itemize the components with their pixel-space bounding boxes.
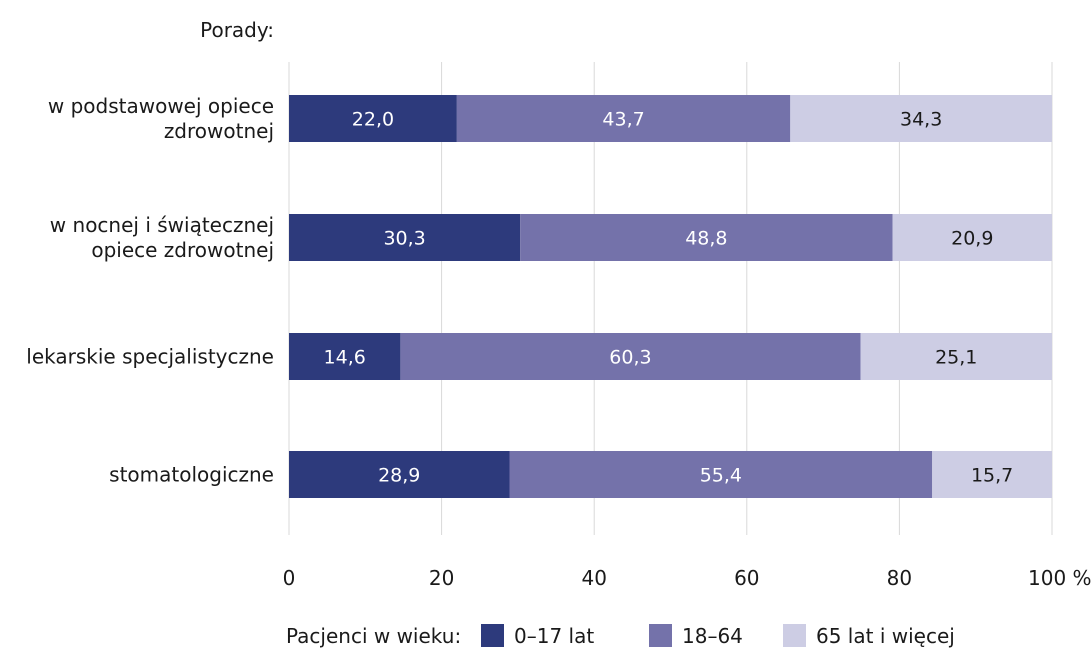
bar-3-1: [509, 451, 933, 498]
bar-2-2: [860, 333, 1052, 380]
category-label-1-1: opiece zdrowotnej: [91, 238, 274, 262]
x-tick-label-0: 0: [283, 566, 296, 590]
data-label-0-0: 22,0: [352, 109, 394, 131]
legend-title: Pacjenci w wieku:: [286, 624, 461, 648]
bar-3-0: [289, 451, 510, 498]
data-label-0-1: 43,7: [602, 109, 644, 131]
legend: Pacjenci w wieku: 0–17 lat 18–64 65 lat i …: [286, 624, 955, 648]
x-tick-label-3: 60: [734, 566, 759, 590]
bar-2-1: [400, 333, 861, 380]
legend-label-2: 65 lat i więcej: [816, 624, 955, 648]
legend-label-1: 18–64: [682, 624, 743, 648]
legend-label-0: 0–17 lat: [514, 624, 594, 648]
x-tick-label-1: 20: [429, 566, 454, 590]
data-label-1-2: 20,9: [951, 228, 993, 250]
data-label-2-2: 25,1: [935, 347, 977, 369]
category-label-0-1: zdrowotnej: [164, 119, 274, 143]
data-label-3-1: 55,4: [700, 465, 742, 487]
x-tick-label-2: 40: [581, 566, 606, 590]
data-label-3-2: 15,7: [971, 465, 1013, 487]
bar-1-2: [892, 214, 1052, 261]
bar-2-0: [289, 333, 401, 380]
category-label-2-0: lekarskie specjalistyczne: [26, 345, 274, 369]
data-label-2-0: 14,6: [324, 347, 366, 369]
bar-1-0: [289, 214, 521, 261]
category-label-1-0: w nocnej i świątecznej: [50, 213, 274, 237]
x-tick-labels: 0 20 40 60 80 100 %: [283, 566, 1091, 590]
x-tick-label-4: 80: [887, 566, 912, 590]
legend-swatch-1: [649, 624, 672, 647]
x-tick-label-5: 100 %: [1028, 566, 1091, 590]
category-label-3-0: stomatologiczne: [109, 463, 274, 487]
category-label-0-0: w podstawowej opiece: [48, 94, 274, 118]
chart-heading: Porady:: [200, 18, 274, 42]
bars: 22,0 43,7 34,3 30,3 48,8 20,9 14,6 60,3 25,1 28,9…: [289, 95, 1052, 498]
legend-swatch-0: [481, 624, 504, 647]
data-label-3-0: 28,9: [378, 465, 420, 487]
data-label-1-0: 30,3: [383, 228, 425, 250]
data-label-0-2: 34,3: [900, 109, 942, 131]
data-label-1-1: 48,8: [685, 228, 727, 250]
data-label-2-1: 60,3: [609, 347, 651, 369]
bar-0-0: [289, 95, 457, 142]
bar-0-2: [790, 95, 1052, 142]
bar-3-2: [932, 451, 1052, 498]
legend-swatch-2: [783, 624, 806, 647]
bar-0-1: [456, 95, 791, 142]
bar-1-1: [520, 214, 893, 261]
